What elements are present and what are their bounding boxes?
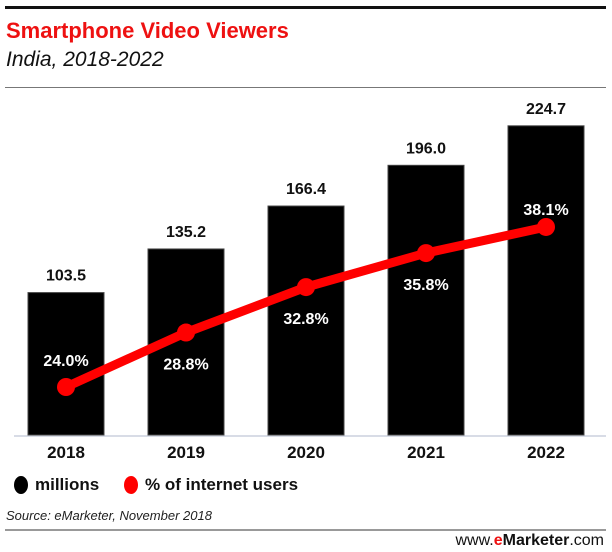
x-tick-label: 2022 [527, 443, 565, 462]
percent-point [417, 244, 435, 263]
bar-2020 [267, 205, 345, 436]
percent-label: 24.0% [43, 353, 88, 370]
bar-value-label: 166.4 [286, 181, 326, 198]
percent-label: 28.8% [163, 357, 208, 374]
legend-item-percent: % of internet users [124, 475, 298, 495]
bar-2018 [27, 292, 105, 436]
percent-point [57, 378, 75, 396]
x-tick-label: 2020 [287, 443, 325, 462]
x-tick-label: 2018 [47, 443, 85, 462]
bar-value-label: 103.5 [46, 268, 86, 285]
bar-value-label: 135.2 [166, 224, 206, 241]
source-note: Source: eMarketer, November 2018 [6, 508, 212, 523]
chart-subtitle: India, 2018-2022 [6, 48, 164, 71]
percent-label: 32.8% [283, 311, 328, 328]
legend-swatch-black [14, 476, 28, 494]
bar-2022 [507, 125, 585, 436]
percent-point [537, 217, 555, 236]
legend-swatch-red [124, 476, 138, 494]
legend-label: millions [35, 475, 100, 494]
bar-value-label: 196.0 [406, 140, 446, 157]
legend-item-millions: millions [14, 475, 99, 495]
bar-2021 [387, 164, 465, 436]
percent-point [177, 323, 195, 342]
bar-value-label: 224.7 [526, 101, 566, 118]
header-rule [5, 87, 606, 88]
percent-point [297, 278, 315, 297]
percent-label: 38.1% [523, 202, 568, 219]
percent-label: 35.8% [403, 277, 448, 294]
top-rule [5, 6, 606, 9]
footer-rule [5, 529, 606, 531]
x-tick-label: 2019 [167, 443, 205, 462]
x-tick-label: 2021 [407, 443, 445, 462]
legend-label: % of internet users [145, 475, 299, 494]
chart-title: Smartphone Video Viewers [6, 18, 289, 43]
emarketer-logo: www.eMarketer.com [455, 532, 604, 549]
